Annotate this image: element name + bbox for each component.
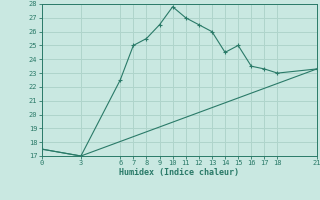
X-axis label: Humidex (Indice chaleur): Humidex (Indice chaleur) xyxy=(119,168,239,177)
